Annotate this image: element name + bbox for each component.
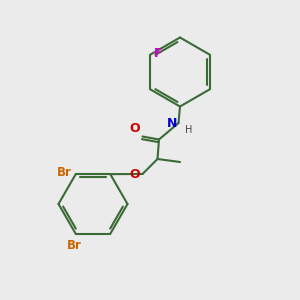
Text: Br: Br bbox=[67, 239, 82, 252]
Text: H: H bbox=[185, 125, 193, 135]
Text: N: N bbox=[167, 116, 177, 130]
Text: F: F bbox=[154, 47, 162, 60]
Text: O: O bbox=[130, 122, 140, 135]
Text: O: O bbox=[129, 168, 140, 181]
Text: Br: Br bbox=[57, 166, 72, 179]
